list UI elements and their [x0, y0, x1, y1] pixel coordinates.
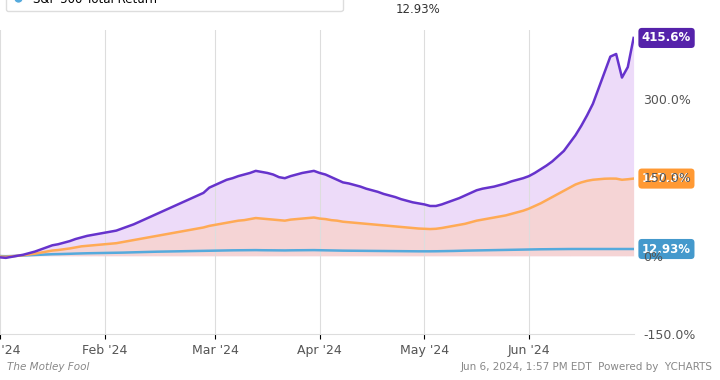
Text: Jun 6, 2024, 1:57 PM EDT  Powered by  YCHARTS: Jun 6, 2024, 1:57 PM EDT Powered by YCHA… — [461, 363, 713, 372]
Text: 12.93%: 12.93% — [642, 242, 691, 255]
Text: 147.3%: 147.3% — [642, 172, 691, 185]
Legend: T-REX 2X Long NVIDIA Daily Target ETF Total Return, NVIDIA Corp Total Return, S&: T-REX 2X Long NVIDIA Daily Target ETF To… — [6, 0, 343, 11]
Text: 415.6%: 415.6% — [642, 32, 691, 44]
Text: 12.93%: 12.93% — [396, 3, 441, 16]
Text: The Motley Fool: The Motley Fool — [7, 363, 89, 372]
